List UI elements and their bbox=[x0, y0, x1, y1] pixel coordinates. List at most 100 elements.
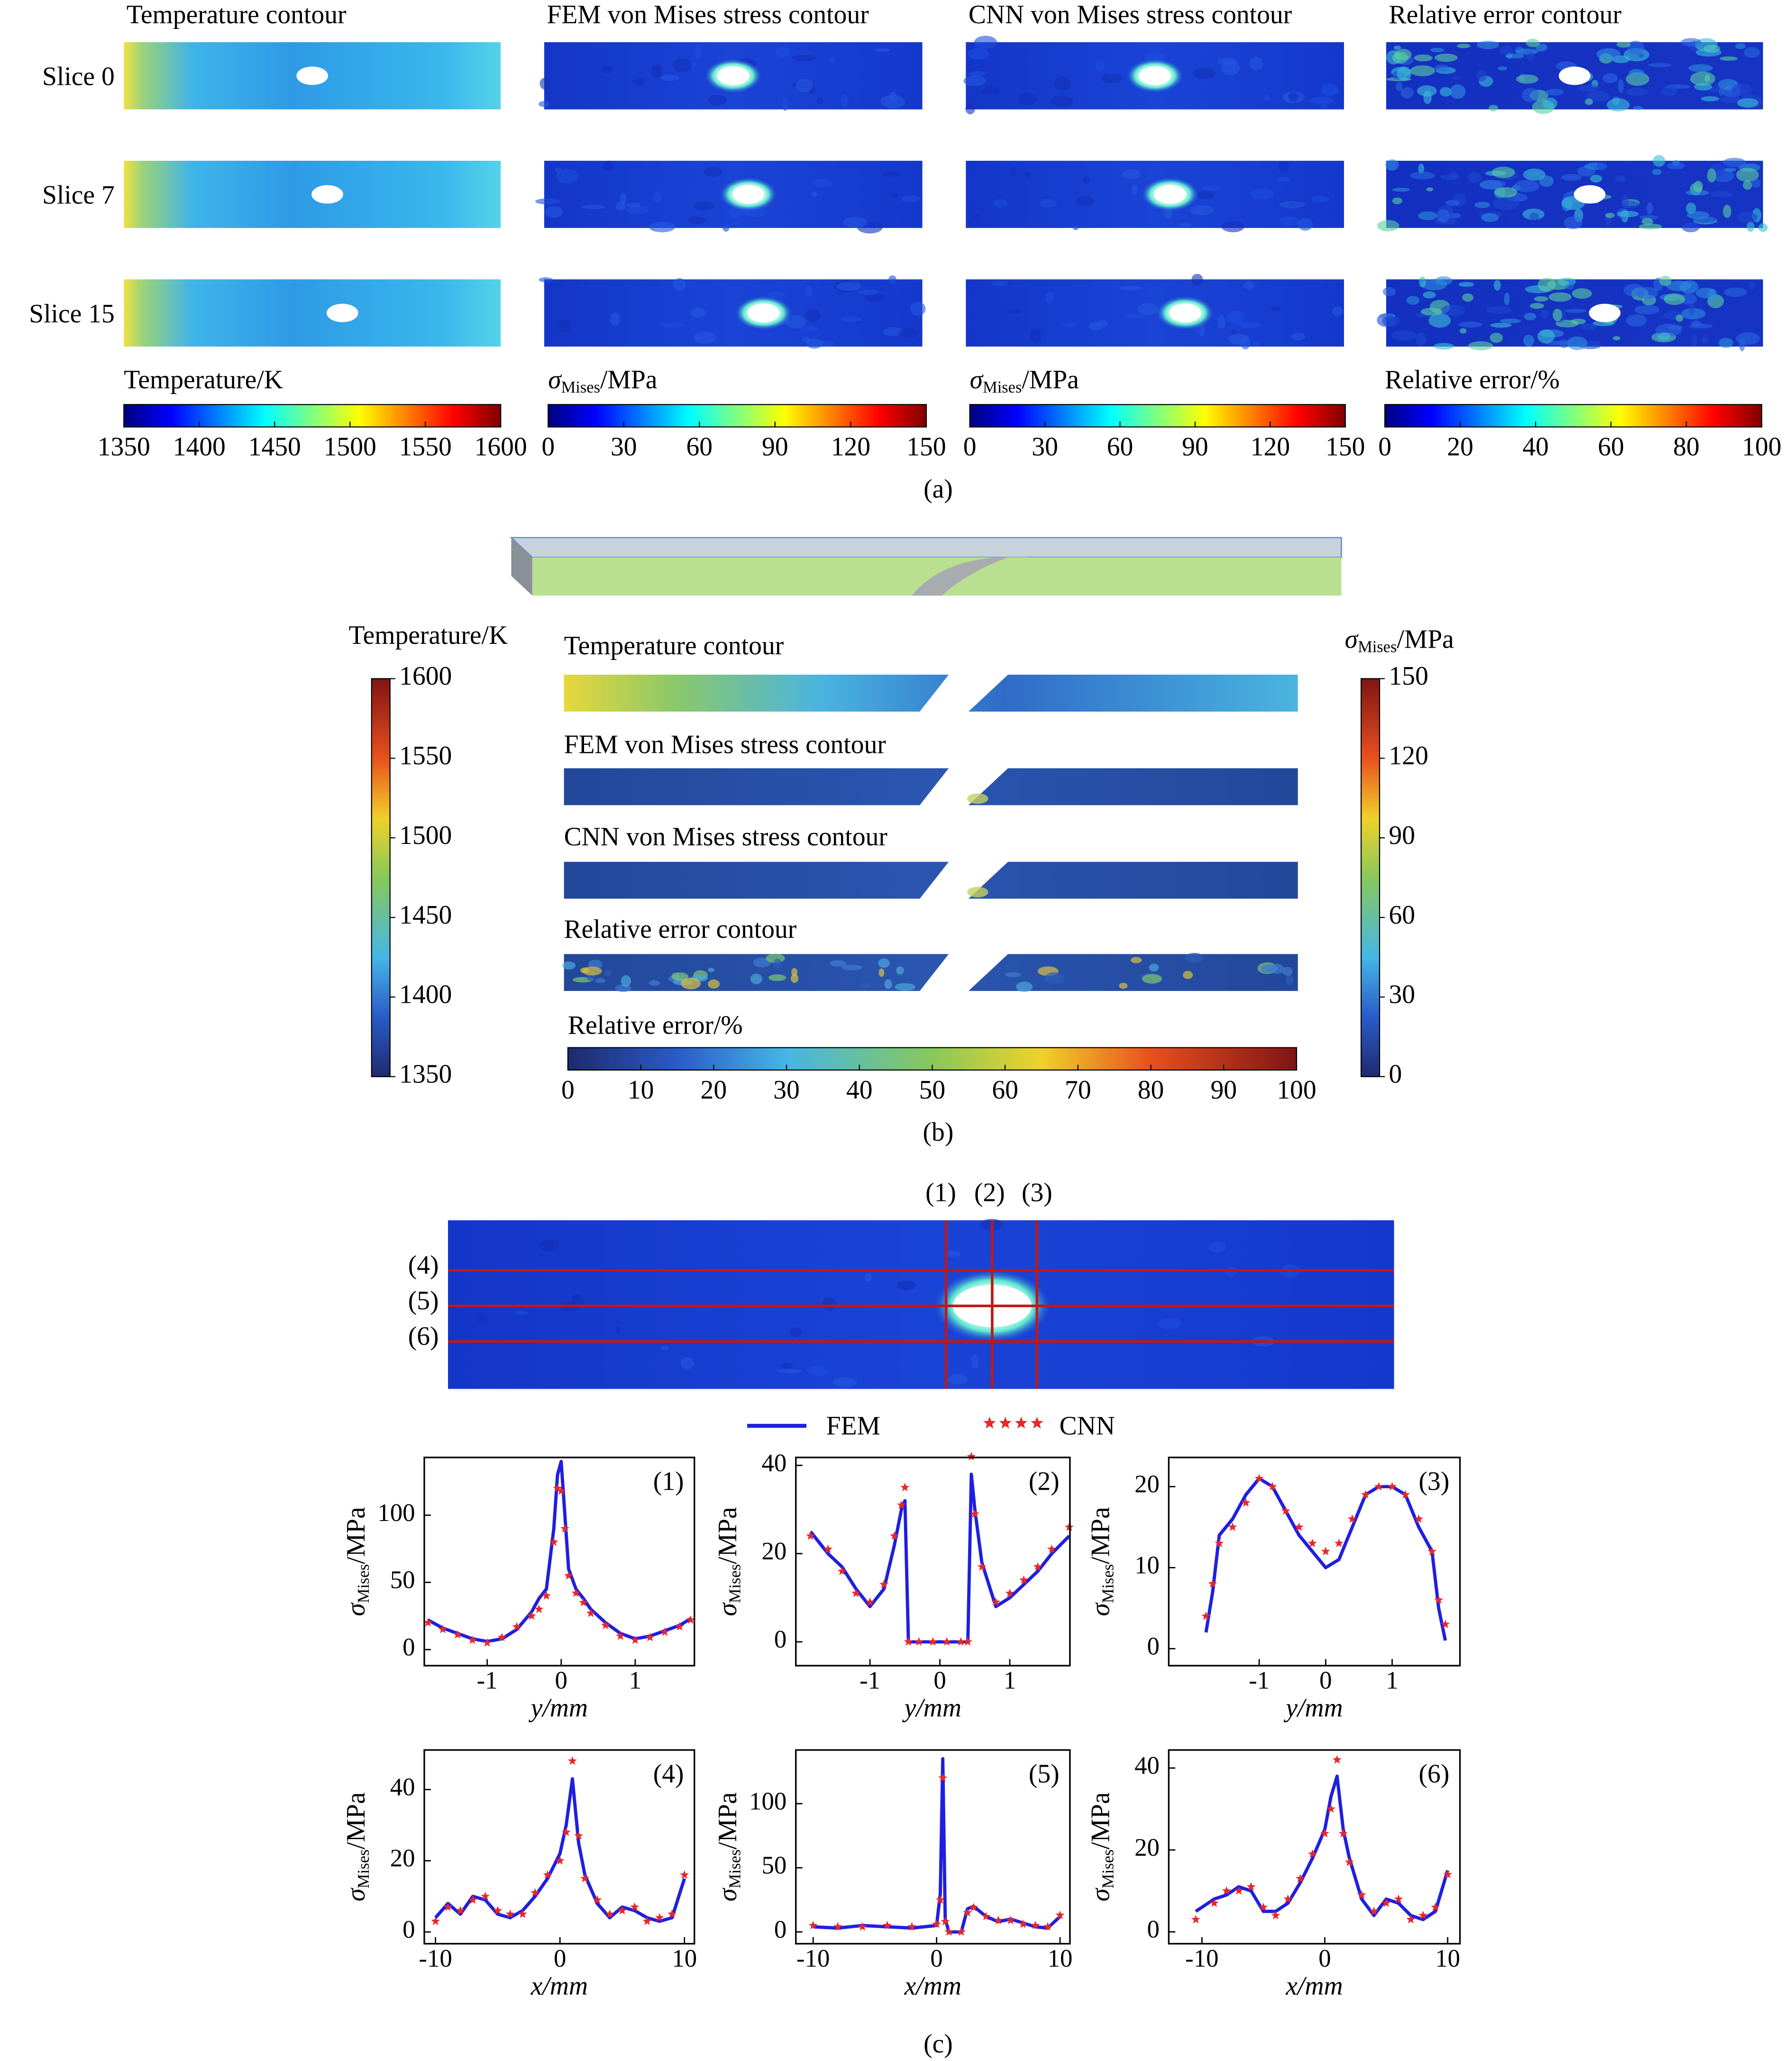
star-marker bbox=[542, 1591, 551, 1600]
symbol: σ bbox=[1086, 1887, 1115, 1901]
star-marker bbox=[1043, 1922, 1052, 1931]
texture bbox=[1545, 89, 1564, 96]
texture bbox=[836, 282, 861, 291]
texture bbox=[562, 961, 576, 970]
texture bbox=[832, 1377, 857, 1387]
star-marker bbox=[1414, 1514, 1424, 1523]
star-marker bbox=[481, 1891, 490, 1900]
colorbar-tick-label: 60 bbox=[992, 1075, 1018, 1105]
strip-title: FEM von Mises stress contour bbox=[564, 730, 887, 760]
label: Temperature/K bbox=[124, 365, 283, 394]
texture bbox=[991, 281, 1008, 286]
texture bbox=[1263, 94, 1270, 101]
texture bbox=[1382, 316, 1400, 327]
colorbar-tick-label: 120 bbox=[1389, 741, 1428, 770]
texture bbox=[1540, 309, 1549, 319]
colorbar-tick-label: 80 bbox=[1138, 1075, 1164, 1105]
star-marker bbox=[1191, 1914, 1200, 1924]
star-marker bbox=[1308, 1849, 1317, 1858]
annotation: (6) bbox=[1419, 1759, 1450, 1788]
star-marker bbox=[560, 1524, 570, 1533]
texture bbox=[880, 95, 905, 109]
star-marker bbox=[1326, 1804, 1335, 1813]
texture bbox=[1271, 306, 1280, 311]
texture bbox=[1737, 211, 1758, 223]
texture bbox=[1130, 957, 1142, 963]
texture bbox=[1666, 280, 1691, 291]
star-marker bbox=[423, 1618, 433, 1627]
section-label: (4) bbox=[408, 1251, 439, 1280]
texture bbox=[861, 983, 870, 989]
texture bbox=[1675, 314, 1683, 322]
texture bbox=[1736, 168, 1759, 182]
texture bbox=[1641, 218, 1654, 225]
texture bbox=[971, 1354, 979, 1369]
texture bbox=[1493, 280, 1501, 291]
texture bbox=[1691, 334, 1698, 347]
texture bbox=[1481, 213, 1499, 222]
star-marker bbox=[1283, 1894, 1293, 1903]
texture bbox=[1260, 964, 1277, 974]
texture bbox=[1045, 292, 1054, 304]
texture bbox=[1493, 197, 1519, 210]
texture bbox=[1571, 318, 1586, 324]
texture bbox=[1500, 319, 1521, 324]
texture bbox=[1459, 328, 1467, 334]
texture bbox=[884, 979, 892, 989]
caption: (b) bbox=[923, 1118, 954, 1147]
label: σMises/MPa bbox=[341, 1507, 373, 1616]
colorbar-tick-label: 1500 bbox=[399, 821, 452, 850]
texture bbox=[1758, 223, 1768, 232]
texture bbox=[829, 57, 835, 64]
texture bbox=[776, 46, 791, 57]
label: σMises/MPa bbox=[1086, 1507, 1117, 1616]
star-marker bbox=[642, 1916, 652, 1925]
texture bbox=[1564, 309, 1587, 313]
y-tick-label: 50 bbox=[762, 1852, 787, 1879]
texture bbox=[1101, 73, 1123, 83]
texture bbox=[610, 312, 621, 326]
star-marker bbox=[1246, 1882, 1256, 1891]
colorbar-tick-label: 40 bbox=[846, 1075, 873, 1105]
texture bbox=[822, 1297, 837, 1310]
texture bbox=[1687, 211, 1710, 220]
texture bbox=[1077, 195, 1094, 207]
texture bbox=[1198, 190, 1215, 199]
row-label: Slice 7 bbox=[42, 181, 115, 210]
texture bbox=[1435, 53, 1458, 62]
texture bbox=[1563, 216, 1583, 229]
colorbar bbox=[1384, 404, 1763, 428]
texture bbox=[708, 979, 720, 989]
texture bbox=[1005, 972, 1021, 977]
texture bbox=[791, 968, 798, 977]
texture bbox=[1694, 83, 1712, 91]
strip-right bbox=[968, 768, 1298, 806]
label: Temperature/K bbox=[349, 621, 508, 650]
texture bbox=[1534, 296, 1548, 302]
star-marker bbox=[1222, 1886, 1231, 1895]
texture bbox=[878, 968, 885, 977]
star-marker bbox=[1320, 1829, 1330, 1838]
symbol: σ bbox=[341, 1602, 371, 1616]
star-marker bbox=[1332, 1755, 1342, 1764]
texture bbox=[1278, 161, 1290, 172]
texture bbox=[1602, 73, 1618, 83]
texture bbox=[1529, 212, 1539, 221]
texture bbox=[843, 217, 868, 228]
texture bbox=[1183, 971, 1193, 979]
series-line bbox=[434, 1777, 686, 1923]
star-marker bbox=[456, 1905, 465, 1914]
texture bbox=[969, 71, 986, 77]
texture bbox=[1682, 222, 1700, 232]
star-marker bbox=[655, 1913, 664, 1922]
star-marker bbox=[1431, 1902, 1440, 1911]
unit: /MPa bbox=[1086, 1792, 1115, 1849]
colorbar-tick-label: 100 bbox=[1742, 432, 1781, 462]
texture bbox=[1628, 69, 1645, 77]
texture bbox=[900, 195, 921, 202]
colorbar-tick-label: 1400 bbox=[399, 980, 452, 1009]
texture bbox=[1457, 43, 1471, 48]
unit: /MPa bbox=[1086, 1507, 1115, 1564]
hole bbox=[1573, 185, 1606, 204]
row-label: Slice 15 bbox=[29, 299, 115, 329]
